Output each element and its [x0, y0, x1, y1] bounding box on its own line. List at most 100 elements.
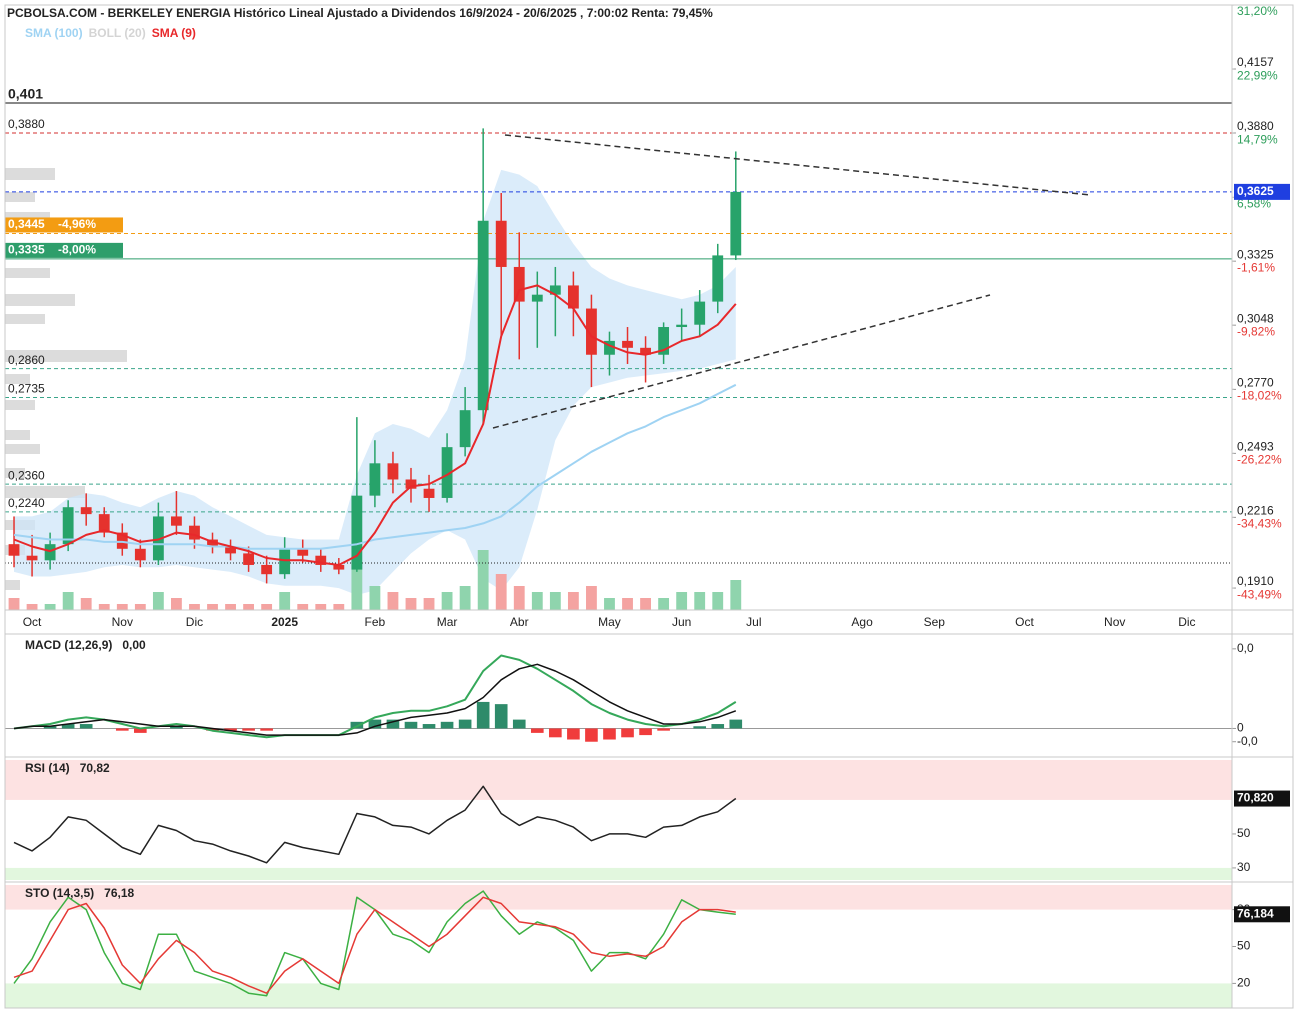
indicator-value: 0,00 [122, 638, 146, 652]
volume-bar [586, 586, 597, 610]
y-tick-label: 0,3880 [1237, 119, 1274, 133]
macd-histogram-bar [368, 719, 382, 729]
macd-histogram-bar [603, 728, 616, 740]
x-tick-label: Dic [1178, 615, 1195, 629]
level-change: -8,00% [58, 243, 96, 257]
macd-histogram-bar [224, 728, 237, 731]
level-label: 0,3335 [8, 243, 45, 257]
candle-body [387, 463, 399, 480]
macd-histogram-bar [512, 719, 526, 729]
macd-histogram-bar [711, 724, 725, 729]
candle-body [405, 479, 417, 489]
candle-body [62, 507, 74, 545]
x-tick-label: Oct [23, 615, 42, 629]
candle-body [297, 548, 309, 556]
macd-histogram-bar [639, 728, 652, 736]
stochastic-d-line [13, 896, 736, 994]
value-tag-box [1234, 906, 1290, 923]
volume-bar [441, 592, 453, 610]
x-tick-label: May [598, 615, 621, 629]
volume-bar [116, 604, 128, 610]
candle-body [730, 191, 742, 256]
macd-histogram-bar [621, 728, 634, 738]
x-tick-label: 2025 [271, 615, 298, 629]
y2-tick-label: -26,22% [1237, 452, 1282, 466]
candle-body [207, 539, 218, 547]
candle-body [261, 564, 273, 575]
candle-body [315, 555, 327, 565]
candle-body [477, 220, 489, 411]
x-tick-label: Dic [186, 615, 203, 629]
macd-histogram-bar [350, 721, 364, 729]
candle-body [243, 553, 255, 565]
macd-histogram-bar [404, 721, 418, 729]
last-price-label: 0,3625 [1237, 184, 1274, 198]
volume-bar [369, 586, 381, 610]
volume-bar [134, 604, 146, 610]
y-tick-label: 0,3325 [1237, 247, 1274, 261]
candle-body [351, 495, 363, 570]
candle-body [658, 327, 670, 355]
candle-body [459, 410, 471, 448]
y2-tick-label: -18,02% [1237, 388, 1282, 402]
x-tick-label: Nov [1104, 615, 1125, 629]
candle-body [333, 564, 345, 570]
macd-histogram-bar [79, 724, 93, 729]
y-tick-label: 0,1910 [1237, 574, 1274, 588]
candle-body [44, 544, 56, 561]
candle-body [134, 548, 146, 561]
macd-histogram-bar [422, 724, 436, 729]
y2-tick-label: -34,43% [1237, 517, 1282, 531]
candle-body [549, 285, 561, 295]
volume-bar [459, 586, 471, 610]
candle-body [98, 514, 110, 533]
macd-histogram-bar [440, 721, 454, 729]
volume-bar [26, 604, 38, 610]
macd-histogram-bar [530, 728, 544, 733]
candle-body [604, 340, 615, 355]
value-tag-box [1234, 790, 1290, 807]
frame [4, 4, 1294, 1009]
volume-bar [640, 598, 651, 610]
macd-histogram-bar [729, 719, 743, 729]
candle-body [694, 301, 706, 325]
y2-tick-label: 14,79% [1237, 132, 1278, 146]
x-tick-label: Nov [112, 615, 133, 629]
y-tick-label: 0,0 [1237, 641, 1254, 655]
macd-histogram-bar [61, 724, 75, 729]
candle-body [567, 285, 579, 309]
candle-body [441, 447, 453, 498]
sma-line [13, 383, 737, 550]
oversold-band [5, 867, 1232, 880]
candle-body [712, 255, 724, 302]
legend-entry: SMA (9) [152, 26, 196, 40]
y-tick-label: 50 [1237, 939, 1251, 953]
volume-bar [333, 604, 345, 610]
y2-tick-label: 31,20% [1237, 4, 1278, 18]
volume-bar [8, 598, 20, 610]
candle-body [369, 463, 381, 496]
macd-histogram-bar [494, 704, 508, 729]
volume-bar [712, 592, 724, 610]
level-label: 0,2360 [8, 468, 45, 482]
y-tick-label: -0,0 [1237, 734, 1258, 748]
y-tick-label: 0,2493 [1237, 440, 1274, 454]
volume-bar [531, 592, 543, 610]
volume-bar [44, 604, 56, 610]
y-tick-label: 50 [1237, 826, 1251, 840]
indicator-title: RSI (14) [25, 761, 70, 775]
macd-histogram-bar [585, 728, 598, 742]
volume-bar [604, 598, 615, 610]
x-tick-label: Jul [746, 615, 761, 629]
y2-tick-label: -1,61% [1237, 260, 1275, 274]
indicator-value: 76,18 [104, 886, 134, 900]
oversold-band [5, 983, 1232, 1008]
macd-histogram-bar [170, 726, 183, 729]
y-tick-label: 20 [1237, 976, 1251, 990]
trend-line [504, 134, 1091, 196]
last-price-box [1234, 183, 1290, 200]
macd-histogram-bar [458, 719, 472, 729]
candle-body [171, 516, 182, 526]
macd-histogram-bar [657, 728, 670, 731]
front-layer: 0,401 0,3880 0,3445 -4,96% 0,3335 -8,00% 0,286… [5, 4, 1290, 1008]
